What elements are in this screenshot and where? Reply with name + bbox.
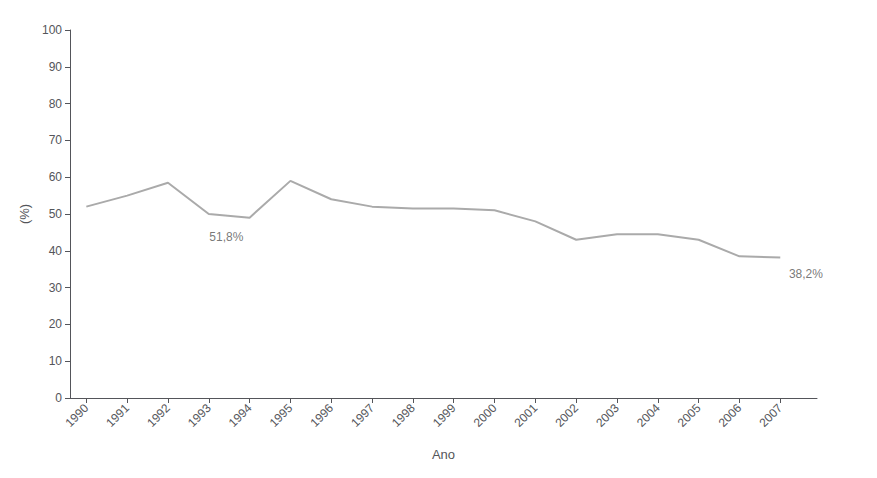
svg-text:2007: 2007 — [756, 401, 785, 430]
svg-text:30: 30 — [49, 281, 63, 295]
svg-text:50: 50 — [49, 207, 63, 221]
svg-text:1992: 1992 — [144, 401, 173, 430]
svg-text:1991: 1991 — [103, 401, 132, 430]
svg-text:60: 60 — [49, 170, 63, 184]
svg-text:1997: 1997 — [348, 401, 377, 430]
svg-text:80: 80 — [49, 97, 63, 111]
svg-text:51,8%: 51,8% — [209, 230, 243, 244]
svg-text:0: 0 — [55, 391, 62, 405]
svg-text:(%): (%) — [17, 204, 32, 224]
svg-text:40: 40 — [49, 244, 63, 258]
svg-text:90: 90 — [49, 60, 63, 74]
svg-text:38,2%: 38,2% — [789, 267, 823, 281]
svg-text:2005: 2005 — [675, 401, 704, 430]
svg-text:1999: 1999 — [430, 401, 459, 430]
svg-text:Ano: Ano — [432, 447, 455, 462]
svg-text:1990: 1990 — [63, 401, 92, 430]
svg-text:1995: 1995 — [267, 401, 296, 430]
svg-text:2002: 2002 — [552, 401, 581, 430]
svg-text:2004: 2004 — [634, 401, 663, 430]
svg-text:20: 20 — [49, 317, 63, 331]
svg-text:1996: 1996 — [307, 401, 336, 430]
svg-text:1994: 1994 — [226, 401, 255, 430]
svg-text:100: 100 — [42, 23, 62, 37]
svg-text:1998: 1998 — [389, 401, 418, 430]
svg-text:1993: 1993 — [185, 401, 214, 430]
svg-text:10: 10 — [49, 354, 63, 368]
svg-text:70: 70 — [49, 133, 63, 147]
svg-text:2001: 2001 — [512, 401, 541, 430]
svg-text:2003: 2003 — [593, 401, 622, 430]
svg-text:2006: 2006 — [716, 401, 745, 430]
svg-text:2000: 2000 — [471, 401, 500, 430]
